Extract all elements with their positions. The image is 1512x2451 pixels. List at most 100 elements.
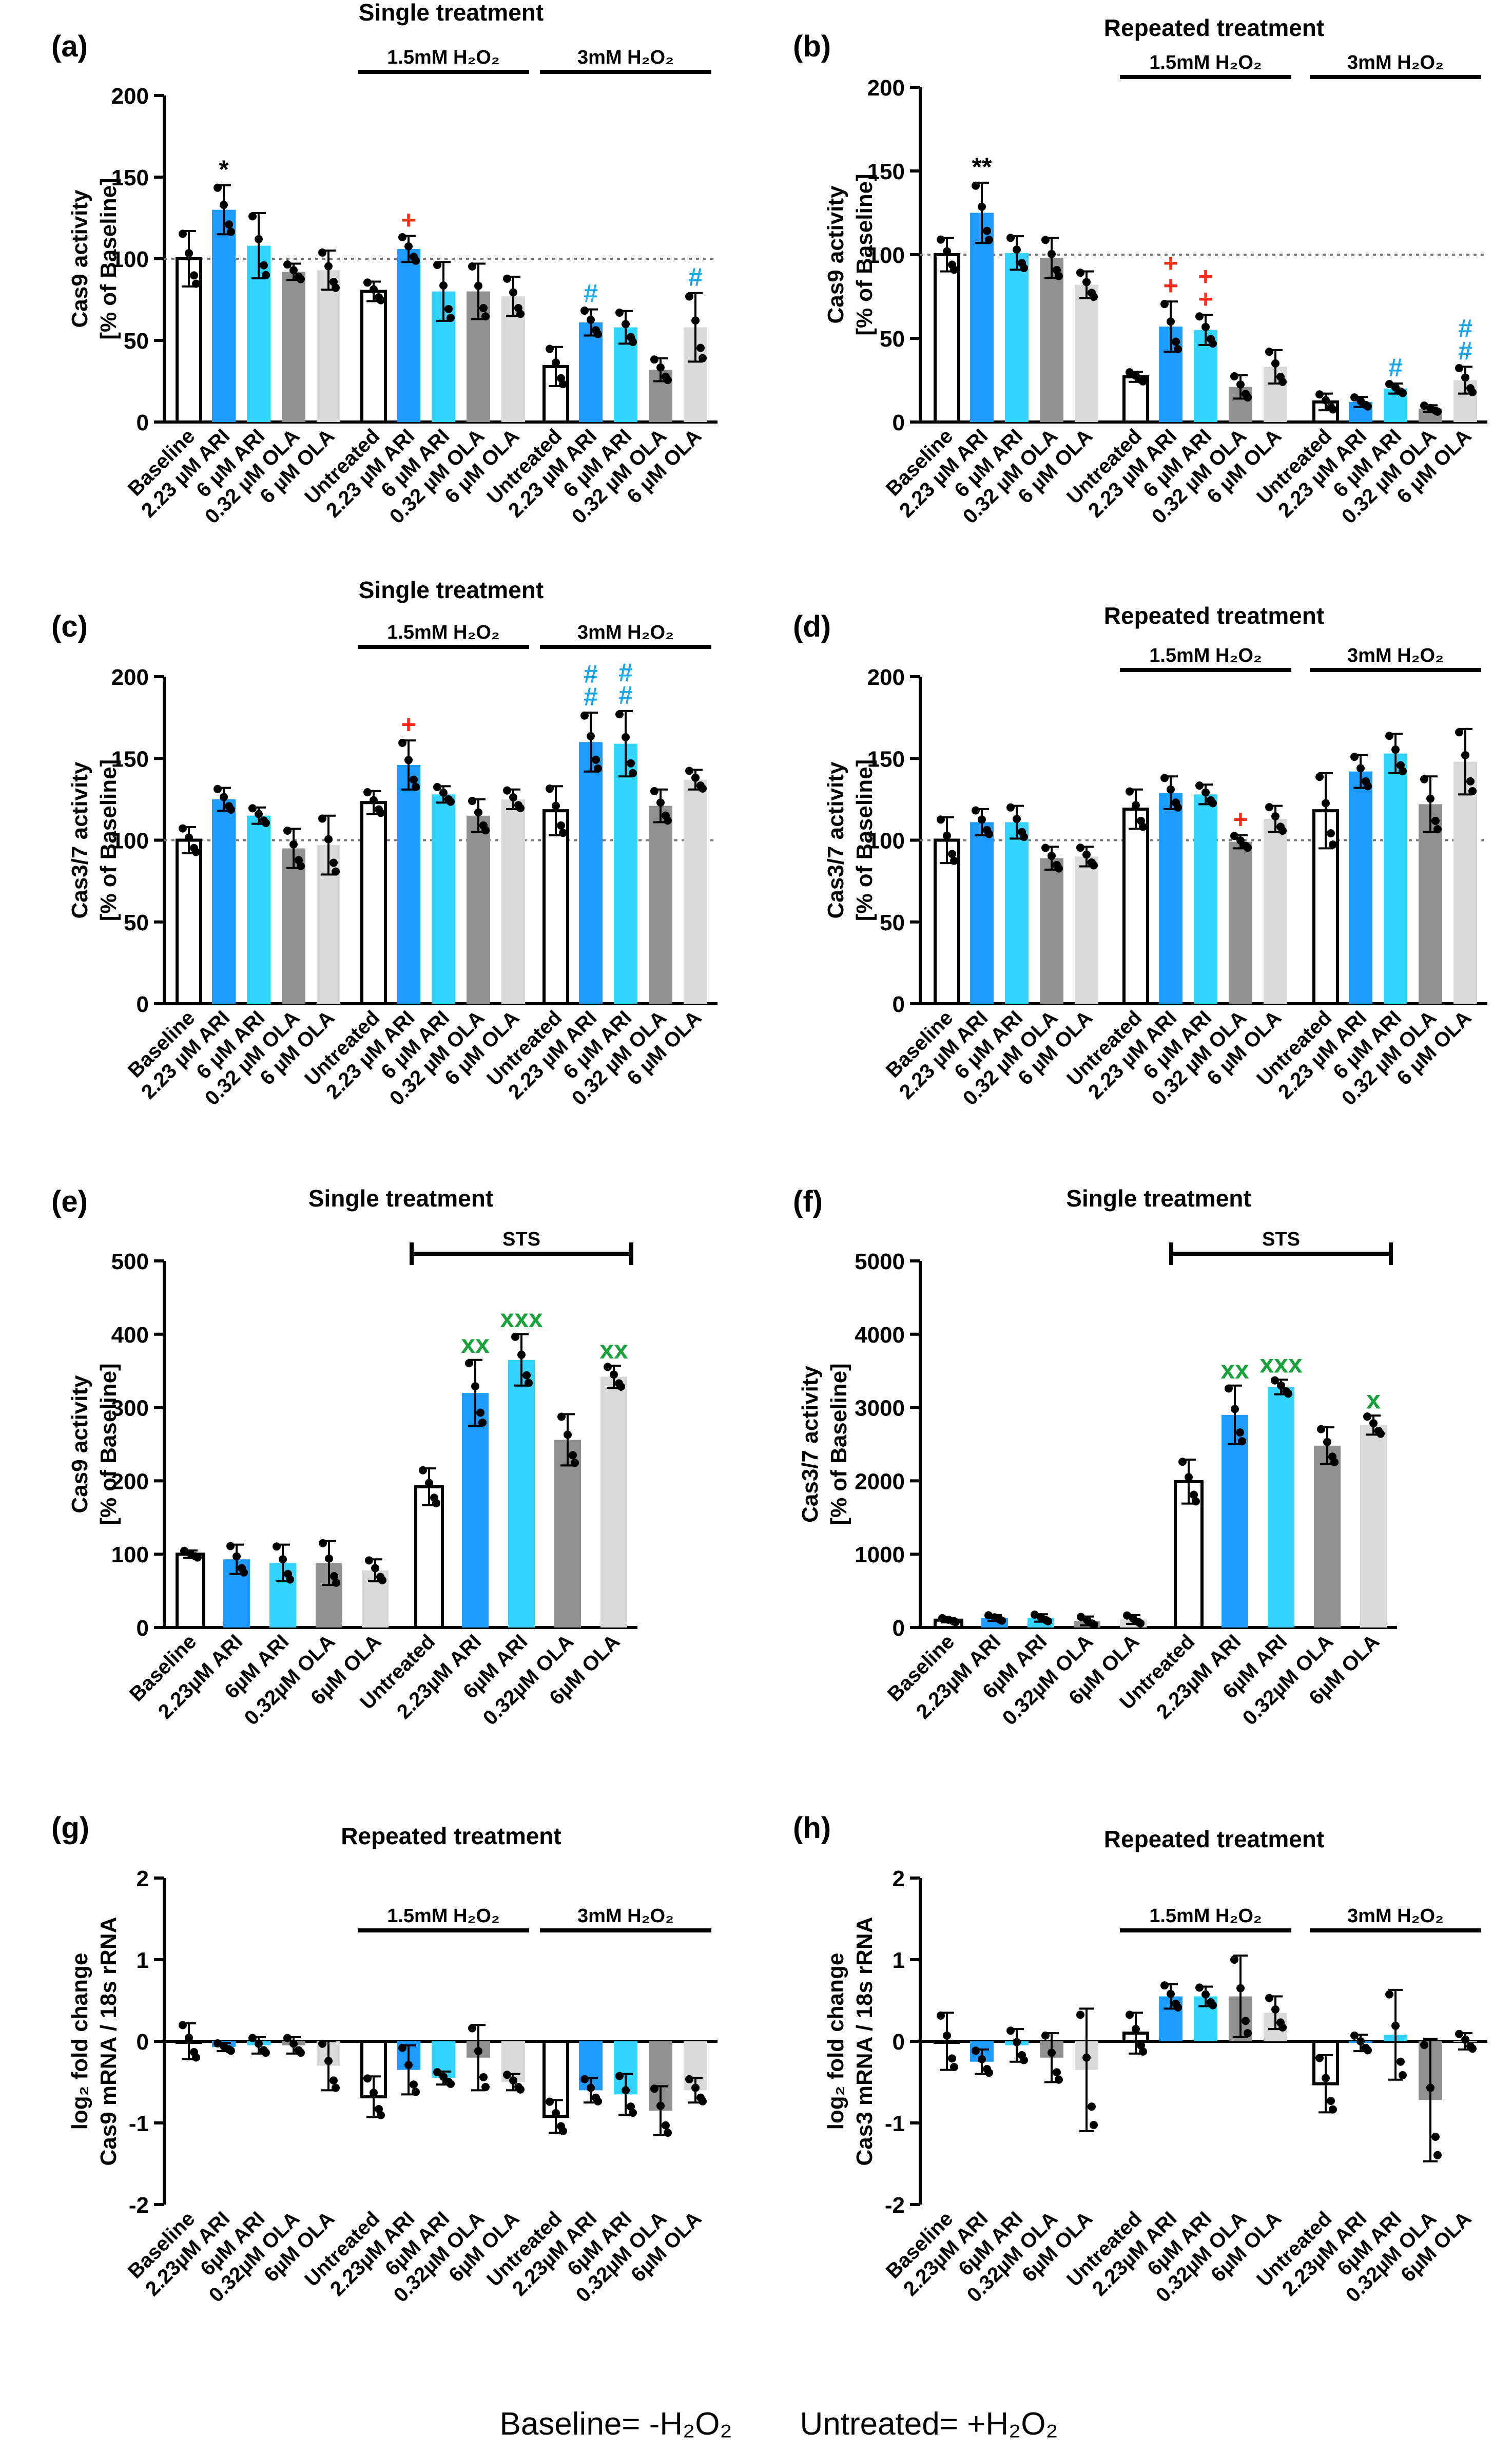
data-point bbox=[279, 1555, 287, 1564]
data-point bbox=[193, 1553, 202, 1562]
data-point bbox=[503, 786, 511, 795]
data-point bbox=[324, 2057, 333, 2065]
data-point bbox=[468, 262, 476, 271]
panel-g: (g) Repeated treatment -2 -1 0 1 2 log₂ fold ch… bbox=[51, 1811, 718, 2307]
data-point bbox=[318, 814, 326, 823]
data-point bbox=[1082, 850, 1091, 859]
data-point bbox=[1278, 827, 1287, 835]
data-point bbox=[1126, 787, 1134, 796]
data-point bbox=[564, 1430, 572, 1439]
data-point bbox=[1385, 379, 1393, 388]
data-point bbox=[594, 2097, 602, 2105]
data-point bbox=[1031, 1611, 1039, 1619]
y-tick-label: 50 bbox=[124, 329, 149, 354]
data-point bbox=[248, 212, 257, 221]
data-point bbox=[260, 261, 268, 270]
bracket-label: 1.5mM H₂O₂ bbox=[387, 47, 500, 68]
significance-marker: xx bbox=[599, 1335, 628, 1364]
bar bbox=[414, 1485, 444, 1629]
y-tick-label: 0 bbox=[893, 992, 905, 1017]
data-point bbox=[1391, 383, 1400, 392]
data-point bbox=[1048, 2048, 1056, 2057]
data-point bbox=[447, 2079, 455, 2088]
data-point bbox=[1201, 788, 1210, 797]
data-point bbox=[1195, 781, 1204, 790]
y-axis-label: [% of Baseline] bbox=[96, 178, 121, 339]
data-point bbox=[1048, 250, 1056, 258]
y-axis-label: [% of Baseline] bbox=[96, 1363, 121, 1525]
data-point bbox=[319, 1539, 327, 1547]
data-point bbox=[1126, 2010, 1134, 2019]
data-point bbox=[1278, 377, 1287, 386]
y-tick-label: 0 bbox=[893, 2029, 905, 2055]
data-point bbox=[662, 2121, 670, 2130]
data-point bbox=[318, 2039, 326, 2048]
data-point bbox=[1185, 1473, 1193, 1482]
data-point bbox=[226, 1542, 235, 1550]
data-point bbox=[248, 2034, 257, 2042]
data-point bbox=[1190, 1490, 1198, 1499]
data-point bbox=[465, 1359, 473, 1368]
data-point bbox=[1433, 2151, 1442, 2159]
panel-f: (f) Single treatment 0 1000 2000 3000 4000 5000… bbox=[793, 1185, 1397, 1730]
bar bbox=[360, 801, 387, 1005]
data-point bbox=[1364, 782, 1372, 791]
data-point bbox=[943, 831, 951, 840]
data-point bbox=[481, 2083, 490, 2092]
data-point bbox=[329, 2076, 338, 2085]
data-point bbox=[1136, 1619, 1145, 1628]
bar bbox=[1222, 1414, 1248, 1627]
bracket-label: 3mM H₂O₂ bbox=[577, 1905, 674, 1927]
data-point bbox=[691, 316, 700, 325]
data-point bbox=[1265, 803, 1273, 812]
data-point bbox=[283, 2034, 292, 2042]
significance-marker: xxx bbox=[500, 1304, 543, 1333]
data-point bbox=[363, 278, 372, 287]
data-point bbox=[471, 1382, 479, 1391]
data-point bbox=[1174, 2003, 1182, 2012]
data-point bbox=[943, 2031, 951, 2040]
panel-label: (h) bbox=[793, 1811, 831, 1845]
data-point bbox=[474, 281, 482, 290]
data-point bbox=[330, 1572, 338, 1581]
bar bbox=[600, 1376, 627, 1627]
bar bbox=[212, 799, 236, 1004]
data-point bbox=[1397, 2057, 1405, 2066]
data-point bbox=[1055, 864, 1063, 873]
data-point bbox=[1172, 337, 1180, 346]
data-point bbox=[1426, 404, 1435, 412]
data-point bbox=[1020, 833, 1028, 841]
bar bbox=[397, 248, 420, 422]
bar bbox=[1075, 856, 1098, 1004]
data-point bbox=[289, 2039, 298, 2048]
data-point bbox=[481, 312, 490, 321]
panel-label: (g) bbox=[51, 1811, 89, 1845]
data-point bbox=[1350, 2031, 1359, 2040]
data-point bbox=[363, 788, 372, 797]
data-point bbox=[1006, 803, 1015, 812]
data-point bbox=[1195, 312, 1204, 321]
data-point bbox=[476, 1408, 484, 1417]
data-point bbox=[297, 275, 305, 283]
panel-label: (a) bbox=[51, 30, 88, 63]
y-tick-label: 50 bbox=[880, 910, 905, 935]
data-point bbox=[1225, 1384, 1233, 1393]
data-point bbox=[1277, 1381, 1285, 1390]
data-point bbox=[1195, 1983, 1204, 1992]
bracket-label: STS bbox=[1262, 1229, 1300, 1250]
data-point bbox=[622, 733, 630, 741]
data-point bbox=[1178, 1458, 1187, 1466]
y-tick-label: 0 bbox=[137, 2029, 149, 2055]
data-point bbox=[412, 256, 420, 265]
y-tick-label: 100 bbox=[867, 243, 905, 268]
data-point bbox=[1055, 2075, 1063, 2084]
data-point bbox=[580, 2075, 589, 2083]
data-point bbox=[410, 775, 418, 784]
significance-marker: xxx bbox=[1259, 1349, 1303, 1378]
data-point bbox=[1242, 2017, 1250, 2025]
bar bbox=[554, 1440, 581, 1627]
data-point bbox=[587, 732, 595, 740]
data-point bbox=[179, 229, 187, 238]
data-point bbox=[1231, 1405, 1239, 1413]
bracket-label: 3mM H₂O₂ bbox=[1347, 1905, 1444, 1927]
